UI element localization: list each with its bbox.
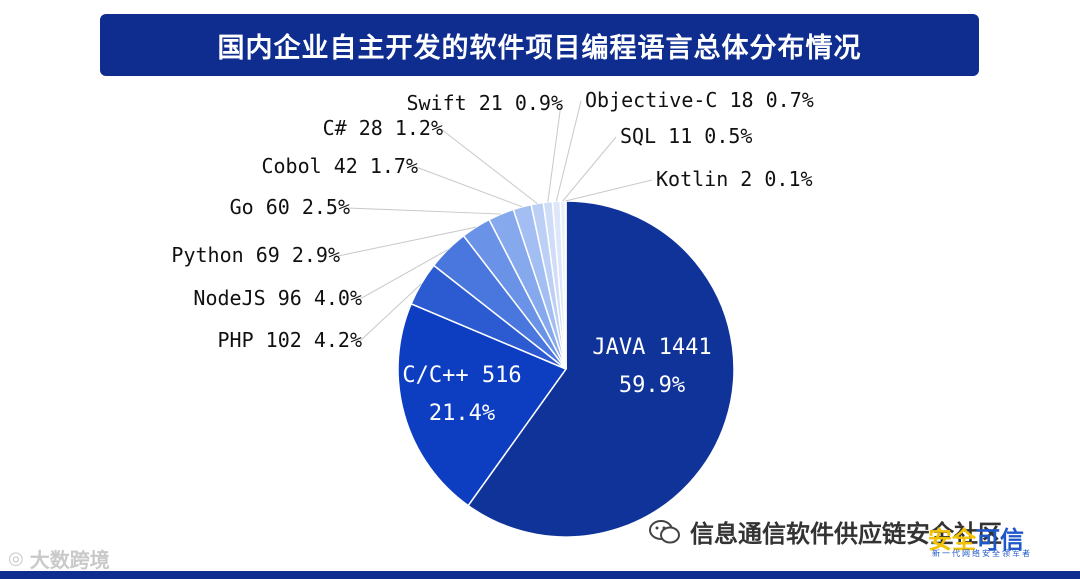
slice-label-go: Go 60 2.5% (230, 195, 350, 219)
watermark-left-text: 大数跨境 (29, 548, 110, 572)
brand-tagline: 新一代网络安全领军者 (932, 549, 1032, 558)
chart-title-bar: 国内企业自主开发的软件项目编程语言总体分布情况 (100, 14, 979, 76)
slice-percent-java: 59.9% (619, 373, 685, 398)
leader-line-kotlin (565, 179, 653, 202)
watermark-right: 信息通信软件供应链安全社区 (648, 514, 1002, 549)
brand-logo: 安全可信 新一代网络安全领军者 (928, 520, 1068, 560)
chart-title: 国内企业自主开发的软件项目编程语言总体分布情况 (217, 32, 862, 64)
slice-label-java: JAVA 1441 (592, 335, 711, 360)
leader-line-nodejs (359, 249, 448, 300)
slice-label-kotlin: Kotlin 2 0.1% (656, 167, 813, 191)
leader-line-objective-c (555, 100, 582, 202)
watermark-left: ◎ 大数跨境 (8, 544, 110, 573)
leader-line-cobol (415, 166, 523, 208)
leader-line-sql (562, 136, 617, 202)
leader-line-php (359, 283, 422, 342)
leader-line-python (337, 226, 477, 257)
wechat-icon (649, 519, 680, 543)
slice-label-python: Python 69 2.9% (171, 243, 340, 267)
pie-slice-kotlin (564, 200, 567, 370)
slice-label-nodejs: NodeJS 96 4.0% (193, 286, 362, 310)
leader-line-swift (547, 103, 562, 203)
brand-name: 安全可信 (928, 526, 1024, 554)
pie-slice-java (467, 200, 735, 538)
camera-icon: ◎ (8, 548, 24, 569)
slice-label-php: PHP 102 4.2% (218, 328, 363, 352)
slice-label-swift: Swift 21 0.9% (406, 91, 563, 115)
slice-label-c-c-: C/C++ 516 (402, 363, 521, 388)
slice-label-objective-c: Objective-C 18 0.7% (585, 88, 814, 112)
slice-label-c-: C# 28 1.2% (323, 116, 443, 140)
leader-line-c- (440, 128, 538, 204)
leader-line-go (347, 207, 502, 215)
slice-label-cobol: Cobol 42 1.7% (261, 154, 418, 178)
slice-label-sql: SQL 11 0.5% (620, 124, 752, 148)
pie-slice-c-c- (397, 302, 568, 507)
slice-percent-c-c-: 21.4% (429, 401, 495, 426)
bottom-strip (0, 571, 1080, 579)
watermark-right-text: 信息通信软件供应链安全社区 (690, 520, 1002, 548)
